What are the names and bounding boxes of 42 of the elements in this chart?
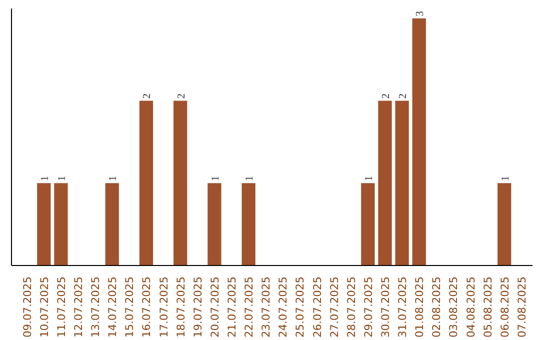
data-label: 3 <box>415 11 426 16</box>
x-tick-label: 14.07.2025 <box>106 276 120 338</box>
x-tick-label: 13.07.2025 <box>89 276 102 338</box>
x-tick-label: 09.07.2025 <box>20 276 34 338</box>
data-label: 1 <box>244 176 256 182</box>
x-tick-label: 07.08.2025 <box>515 276 528 338</box>
data-label: 2 <box>142 93 154 99</box>
x-tick-label: 16.07.2025 <box>140 276 154 338</box>
x-tick-label: 15.07.2025 <box>123 276 136 338</box>
data-label: 1 <box>500 176 512 182</box>
x-tick-label: 03.08.2025 <box>447 276 460 338</box>
x-tick-label: 02.08.2025 <box>430 276 444 338</box>
x-tick-label: 22.07.2025 <box>242 276 256 338</box>
data-label: 2 <box>398 93 410 99</box>
x-tick-label: 01.08.2025 <box>413 276 426 338</box>
x-tick-label: 18.07.2025 <box>174 276 188 338</box>
data-label: 2 <box>176 93 188 99</box>
x-tick-label: 19.07.2025 <box>191 276 204 338</box>
x-tick-label: 27.07.2025 <box>328 276 341 338</box>
x-tick-label: 30.07.2025 <box>378 276 392 338</box>
data-label: 1 <box>210 176 222 182</box>
x-tick-label: 23.07.2025 <box>260 276 273 338</box>
x-tick-label: 04.08.2025 <box>464 276 478 338</box>
x-tick-label: 28.07.2025 <box>344 276 358 338</box>
x-tick-label: 31.07.2025 <box>396 276 410 338</box>
x-tick-label: 24.07.2025 <box>276 276 290 338</box>
x-tick-label: 20.07.2025 <box>208 276 222 338</box>
x-tick-label: 17.07.2025 <box>157 276 170 338</box>
data-label: 1 <box>40 176 51 182</box>
x-tick-label: 10.07.2025 <box>38 276 51 338</box>
x-tick-label: 21.07.2025 <box>225 276 238 338</box>
data-label: 1 <box>56 176 68 182</box>
x-tick-label: 05.08.2025 <box>481 276 494 338</box>
x-tick-label: 12.07.2025 <box>72 276 86 338</box>
x-tick-label: 26.07.2025 <box>310 276 324 338</box>
x-tick-label: 29.07.2025 <box>362 276 375 338</box>
data-label: 1 <box>108 176 120 182</box>
x-tick-label: 11.07.2025 <box>54 276 68 338</box>
x-tick-label: 06.08.2025 <box>498 276 512 338</box>
data-label: 1 <box>364 176 375 182</box>
data-label: 2 <box>380 93 392 99</box>
x-tick-label: 25.07.2025 <box>294 276 307 338</box>
